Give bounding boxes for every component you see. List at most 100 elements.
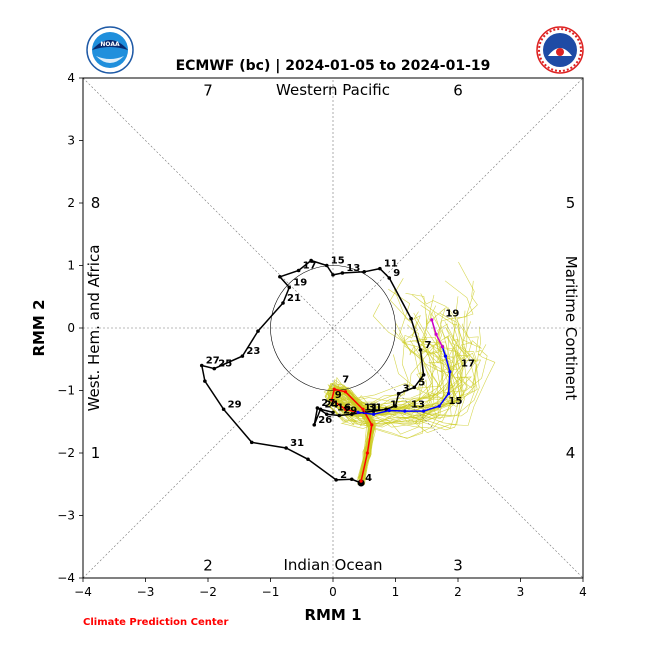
observed-day-label: 16 bbox=[337, 402, 351, 413]
observed-day-label: 7 bbox=[425, 340, 432, 351]
observed-point bbox=[387, 276, 392, 280]
phase-number: 6 bbox=[453, 82, 463, 100]
observed-point bbox=[287, 285, 292, 290]
observed-day-label: 13 bbox=[346, 263, 360, 274]
observed-point bbox=[371, 409, 376, 413]
forecast-point bbox=[343, 390, 348, 394]
observed-day-label: 31 bbox=[290, 438, 304, 449]
x-tick-label: 3 bbox=[517, 585, 525, 599]
observed-point bbox=[312, 423, 317, 427]
observed-day-label: 4 bbox=[365, 473, 372, 484]
ensemble-member-line bbox=[328, 341, 461, 483]
unit-circle bbox=[270, 265, 396, 391]
observed-day-label: 5 bbox=[418, 377, 425, 388]
x-tick-label: −1 bbox=[262, 585, 280, 599]
forecast-point bbox=[403, 409, 407, 413]
forecast-line-blue bbox=[357, 346, 451, 416]
forecast-point bbox=[422, 409, 426, 413]
observed-point bbox=[306, 457, 310, 462]
forecast-point bbox=[448, 370, 452, 374]
observed-day-label: 31 bbox=[368, 402, 382, 413]
observed-point bbox=[212, 366, 217, 371]
observed-point bbox=[249, 440, 254, 445]
forecast-point bbox=[372, 412, 376, 416]
x-tick-label: −3 bbox=[137, 585, 155, 599]
observed-point bbox=[284, 446, 288, 450]
phase-number: 8 bbox=[91, 194, 101, 212]
chart-title: ECMWF (bc) | 2024-01-05 to 2024-01-19 bbox=[176, 58, 491, 74]
observed-day-label: 17 bbox=[303, 261, 317, 272]
observed-day-label: 1 bbox=[390, 399, 397, 410]
phase-number: 1 bbox=[91, 444, 101, 462]
observed-point bbox=[331, 273, 335, 277]
phase-number: 7 bbox=[203, 82, 213, 100]
y-tick-label: 0 bbox=[67, 321, 75, 335]
observed-point bbox=[296, 268, 301, 273]
ensemble-member-line bbox=[332, 306, 488, 479]
observed-point bbox=[357, 479, 365, 487]
x-tick-label: 2 bbox=[454, 585, 462, 599]
phase-number: 4 bbox=[566, 444, 576, 462]
forecast-point bbox=[443, 354, 448, 358]
phase-guides bbox=[82, 77, 584, 579]
observed-point bbox=[281, 301, 285, 305]
forecast-point bbox=[447, 392, 451, 396]
observed-point bbox=[203, 379, 207, 383]
y-tick-label: 2 bbox=[67, 196, 75, 210]
forecast-point bbox=[434, 332, 438, 336]
forecast-point bbox=[359, 479, 363, 483]
observed-point bbox=[309, 258, 313, 263]
x-axis-label: RMM 1 bbox=[304, 606, 361, 624]
y-tick-label: −2 bbox=[57, 446, 75, 460]
region-label-bottom: Indian Ocean bbox=[283, 556, 382, 574]
forecast-day-label: 9 bbox=[335, 390, 342, 401]
observed-day-label: 23 bbox=[246, 346, 260, 357]
observed-day-label: 25 bbox=[218, 359, 232, 370]
y-axis-label: RMM 2 bbox=[30, 299, 48, 356]
forecast-day-label: 15 bbox=[449, 396, 463, 407]
region-label-right: Maritime Continent bbox=[562, 256, 580, 401]
observed-point bbox=[318, 407, 323, 412]
observed-point bbox=[221, 407, 226, 412]
ensemble-member-line bbox=[335, 278, 421, 481]
phase-number: 2 bbox=[203, 557, 213, 575]
forecast-point bbox=[437, 404, 441, 408]
observed-point bbox=[378, 266, 382, 271]
ensemble-members bbox=[323, 261, 496, 485]
noaa-logo: NOAA bbox=[86, 26, 134, 74]
x-tick-label: 0 bbox=[329, 585, 337, 599]
observed-day-label: 26 bbox=[318, 415, 332, 426]
forecast-point bbox=[440, 345, 444, 349]
observed-trajectory bbox=[199, 258, 426, 487]
observed-point bbox=[337, 413, 342, 418]
observed-point bbox=[418, 348, 423, 352]
forecast-point bbox=[370, 423, 374, 427]
forecast-point bbox=[387, 408, 391, 413]
phase-number: 5 bbox=[566, 194, 576, 212]
forecast-day-label: 13 bbox=[411, 399, 425, 410]
y-tick-label: 1 bbox=[67, 259, 75, 273]
forecast-point bbox=[365, 451, 369, 455]
observed-point bbox=[393, 404, 398, 408]
forecast-point bbox=[343, 407, 348, 411]
observed-day-label: 2 bbox=[340, 470, 347, 481]
credit-text: Climate Prediction Center bbox=[83, 617, 228, 628]
observed-point bbox=[240, 354, 245, 358]
observed-point bbox=[199, 363, 204, 368]
forecast-point bbox=[332, 387, 336, 391]
observed-point bbox=[331, 410, 335, 415]
ensemble-member-line bbox=[334, 261, 475, 485]
ensemble-member-line bbox=[328, 321, 434, 481]
svg-text:NOAA: NOAA bbox=[100, 41, 120, 48]
observed-point bbox=[256, 329, 260, 333]
region-label-left: West. Hem. and Africa bbox=[85, 245, 103, 412]
region-label-top: Western Pacific bbox=[276, 81, 390, 99]
forecast-point bbox=[330, 398, 334, 402]
phase-numbers: 7 68 51 42 3 bbox=[91, 82, 576, 575]
observed-point bbox=[324, 412, 329, 417]
ensemble-member-line bbox=[334, 310, 482, 482]
